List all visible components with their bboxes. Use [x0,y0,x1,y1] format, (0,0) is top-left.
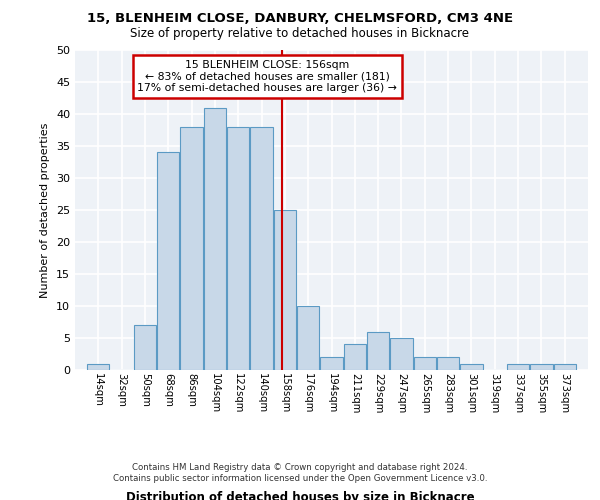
Bar [391,338,413,370]
Bar [460,364,482,370]
Bar [181,127,203,370]
Text: 15 BLENHEIM CLOSE: 156sqm
← 83% of detached houses are smaller (181)
17% of semi: 15 BLENHEIM CLOSE: 156sqm ← 83% of detac… [137,60,397,93]
Text: 15, BLENHEIM CLOSE, DANBURY, CHELMSFORD, CM3 4NE: 15, BLENHEIM CLOSE, DANBURY, CHELMSFORD,… [87,12,513,26]
Bar [367,332,389,370]
Bar [227,127,250,370]
Text: Contains HM Land Registry data © Crown copyright and database right 2024.: Contains HM Land Registry data © Crown c… [132,462,468,471]
Bar [204,108,226,370]
Bar [530,364,553,370]
Bar [507,364,529,370]
Bar [344,344,366,370]
Bar [250,127,272,370]
Bar [274,210,296,370]
Bar [157,152,179,370]
Bar [87,364,109,370]
Bar [413,357,436,370]
Bar [320,357,343,370]
Bar [134,325,156,370]
Text: Contains public sector information licensed under the Open Government Licence v3: Contains public sector information licen… [113,474,487,483]
Text: Distribution of detached houses by size in Bicknacre: Distribution of detached houses by size … [125,491,475,500]
Y-axis label: Number of detached properties: Number of detached properties [40,122,50,298]
Bar [297,306,319,370]
Bar [437,357,459,370]
Text: Size of property relative to detached houses in Bicknacre: Size of property relative to detached ho… [131,28,470,40]
Bar [554,364,576,370]
